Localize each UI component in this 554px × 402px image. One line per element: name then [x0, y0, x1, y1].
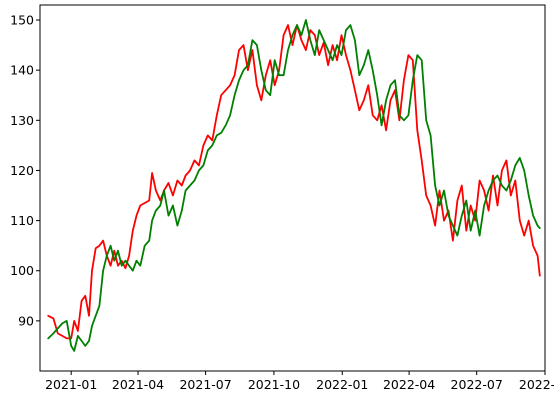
x-tick-label: 2022-07: [451, 377, 503, 392]
y-axis: 90 100 110 120 130 140 150: [10, 13, 40, 328]
x-axis: 2021-01 2021-04 2021-07 2021-10 2022-01 2022-…: [45, 371, 554, 392]
plot-frame: [39, 4, 546, 372]
series-line-1: [47, 24, 541, 340]
y-tick-label: 90: [18, 313, 34, 328]
x-tick-label: 2021-07: [179, 377, 231, 392]
y-tick-label: 100: [10, 263, 34, 278]
y-tick-label: 110: [10, 213, 34, 228]
series-line-2: [47, 19, 541, 352]
series-layer: [47, 19, 541, 352]
y-tick-label: 120: [10, 163, 34, 178]
x-tick-label: 2021-04: [112, 377, 164, 392]
x-tick-label: 2022-01: [316, 377, 368, 392]
y-tick-label: 140: [10, 63, 34, 78]
x-tick-label: 2021-01: [45, 377, 97, 392]
x-tick-label: 2021-10: [248, 377, 300, 392]
y-tick-label: 150: [10, 13, 34, 28]
y-tick-label: 130: [10, 113, 34, 128]
x-tick-label: 2022-04: [383, 377, 435, 392]
x-tick-label: 2022-10: [519, 377, 554, 392]
